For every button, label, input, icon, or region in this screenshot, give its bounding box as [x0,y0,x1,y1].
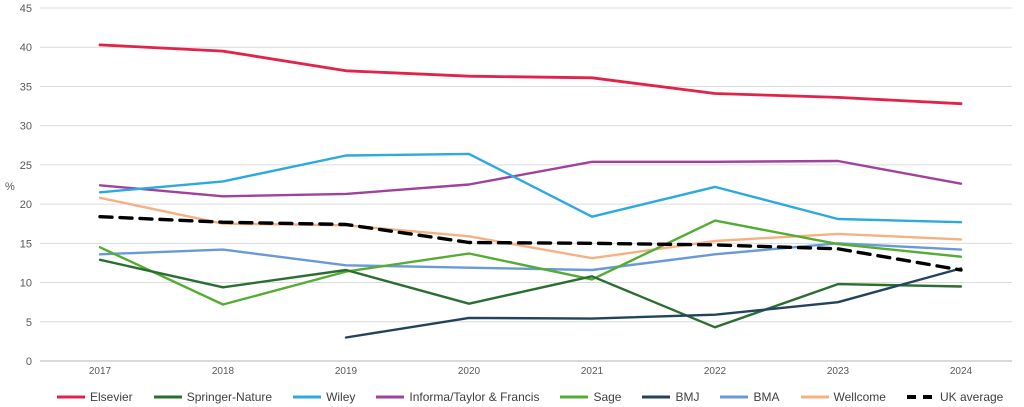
x-axis-tick-label: 2022 [704,366,727,377]
series-line-elsevier [98,43,963,106]
y-axis-tick-label: 5 [26,317,32,329]
series-line-bmj [344,267,963,339]
y-axis-unit-label: % [5,181,15,193]
legend-label: Sage [593,390,622,404]
legend-item-elsevier: Elsevier [56,388,133,406]
x-axis-tick-label: 2020 [458,366,481,377]
x-axis-tick-label: 2018 [212,366,235,377]
plot-area: 0 5 10 15 20 25 30 35 40 45% 2017 2018 2019 2020 2021 2… [5,3,1012,377]
y-axis-tick-label: 15 [20,238,32,250]
series-line-uk-average [98,215,963,272]
legend-label: Elsevier [90,390,133,404]
legend-swatch-informa-taylor-francis [376,395,405,399]
legend-swatch-bma [720,395,749,399]
x-axis-tick-label: 2024 [950,366,973,377]
legend-swatch-bmj [642,395,671,399]
legend-swatch-sage [560,395,589,399]
y-axis-tick-label: 35 [20,81,32,93]
y-axis-tick-label: 30 [20,121,32,133]
legend-swatch-wellcome [800,395,829,399]
series-line-springer-nature [98,258,963,329]
legend-item-bmj: BMJ [641,388,699,406]
legend-label: Informa/Taylor & Francis [409,390,540,404]
y-axis-tick-label: 10 [20,278,32,290]
legend-item-uk-average: UK average [906,388,1003,406]
series-line-bma [98,242,963,272]
legend-swatch-elsevier [57,395,85,399]
chart-legend: Elsevier Springer-Nature Wiley Informa/Tayl… [56,388,1003,406]
y-axis-tick-label: 20 [20,199,32,211]
legend-label: Wellcome [833,390,886,404]
x-axis-tick-label: 2021 [581,366,604,377]
legend-swatch-uk-average [906,395,935,399]
x-axis-tick-label: 2019 [335,366,358,377]
series-line-sage [98,219,963,306]
series-line-informa-taylor-francis [98,159,963,198]
series-line-wiley [98,152,963,224]
legend-swatch-springer-nature [153,395,182,399]
legend-label: UK average [939,390,1004,404]
legend-item-sage: Sage [559,388,621,406]
y-axis-tick-label: 0 [26,356,32,368]
legend-item-wellcome: Wellcome [800,388,886,406]
x-axis-tick-label: 2023 [827,366,850,377]
legend-label: Wiley [326,390,356,404]
legend-item-bma: BMA [719,388,780,406]
y-axis-tick-label: 40 [20,42,32,54]
legend-label: BMJ [675,390,700,404]
y-axis-tick-label: 45 [20,3,32,15]
legend-swatch-wiley [293,395,322,399]
legend-item-wiley: Wiley [292,388,355,406]
x-axis-tick-label: 2017 [89,366,112,377]
legend-label: BMA [753,390,780,404]
legend-label: Springer-Nature [186,390,273,404]
y-axis-tick-label: 25 [20,160,32,172]
legend-item-springer-nature: Springer-Nature [153,388,272,406]
legend-item-informa-taylor-francis: Informa/Taylor & Francis [375,388,539,406]
